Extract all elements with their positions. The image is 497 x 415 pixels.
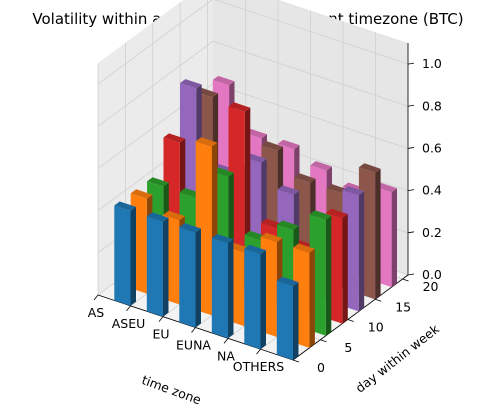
bar-side-face xyxy=(325,215,332,336)
bar-side-face xyxy=(342,214,348,324)
bar-top-face xyxy=(179,223,201,233)
bars-group xyxy=(114,75,397,360)
bar-side-face xyxy=(260,250,266,350)
bar-side-face xyxy=(163,217,169,317)
bar-top-face xyxy=(147,177,169,187)
bar-top-face xyxy=(358,163,381,173)
z-tick-mark xyxy=(407,62,415,65)
z-tick-mark xyxy=(407,147,415,149)
z-tick-mark xyxy=(407,189,415,192)
x-tick-label: AS xyxy=(88,305,105,320)
bar-top-face xyxy=(309,210,332,220)
bar-top-face xyxy=(277,185,300,195)
bar-top-face xyxy=(146,212,169,222)
bar-top-face xyxy=(261,141,284,151)
bar-top-face xyxy=(163,133,186,143)
bar-top-face xyxy=(130,189,153,199)
bar-aseu-day-0 xyxy=(244,244,266,350)
bar-top-face xyxy=(293,243,315,253)
z-tick-label: 0.8 xyxy=(422,98,442,113)
z-tick-label: 1.0 xyxy=(422,56,442,71)
bar-top-face xyxy=(326,208,348,219)
y-tick-mark xyxy=(402,278,409,282)
x-tick-mark xyxy=(223,338,229,344)
bar-top-face xyxy=(211,234,234,244)
bar-front-face xyxy=(244,248,261,350)
bar-top-face xyxy=(310,161,332,171)
x-tick-label: EUNA xyxy=(176,338,211,353)
z-tick-mark xyxy=(407,273,415,276)
bar-top-face xyxy=(277,139,300,150)
bar-na-day-0 xyxy=(146,212,169,317)
bar-side-face xyxy=(309,248,315,348)
bar-side-face xyxy=(391,188,397,288)
z-tick-mark xyxy=(407,104,415,107)
bar-top-face xyxy=(245,153,267,163)
y-tick-mark xyxy=(347,319,354,322)
bar-front-face xyxy=(211,238,228,339)
bar-side-face xyxy=(293,282,299,360)
bar-top-face xyxy=(293,173,316,183)
y-tick-label: 20 xyxy=(423,279,439,294)
y-tick-label: 5 xyxy=(344,340,352,355)
x-tick-mark xyxy=(158,316,164,322)
bar-top-face xyxy=(228,102,251,112)
bar-side-face xyxy=(375,168,381,300)
z-tick-label: 0.2 xyxy=(422,225,442,240)
bar-front-face xyxy=(114,205,131,306)
z-tick-label: 0.0 xyxy=(422,267,442,282)
bar-top-face xyxy=(163,210,185,221)
bar-eu-day-0 xyxy=(211,234,234,339)
bar-top-face xyxy=(342,186,365,196)
x-tick-mark xyxy=(93,294,99,301)
x-tick-label: ASEU xyxy=(112,316,146,331)
y-tick-label: 15 xyxy=(395,299,411,314)
bar-top-face xyxy=(212,167,234,177)
bar-as-day-0 xyxy=(276,276,299,360)
bar-top-face xyxy=(245,128,267,139)
bar-front-face xyxy=(276,280,293,360)
bar-top-face xyxy=(276,276,299,287)
bar-side-face xyxy=(195,228,201,328)
x-tick-label: EU xyxy=(152,327,169,342)
bar-top-face xyxy=(195,137,218,147)
z-tick-mark xyxy=(407,231,415,234)
x-tick-mark xyxy=(126,305,131,312)
y-tick-label: 0 xyxy=(317,360,325,375)
bar-front-face xyxy=(146,216,163,317)
bar-top-face xyxy=(375,182,397,193)
bar-front-face xyxy=(179,227,196,328)
bar-top-face xyxy=(196,88,219,98)
x-tick-mark xyxy=(256,348,261,355)
bar-top-face xyxy=(244,244,266,255)
bar-top-face xyxy=(180,79,202,89)
bar-top-face xyxy=(277,220,299,230)
bar-as-day-6 xyxy=(309,210,332,336)
x-tick-label: NA xyxy=(217,348,235,363)
bar-euna-day-0 xyxy=(179,223,201,328)
y-tick-mark xyxy=(320,339,327,343)
z-tick-label: 0.4 xyxy=(422,183,442,198)
y-tick-mark xyxy=(375,298,382,302)
y-axis-label: day within week xyxy=(353,321,443,396)
grid-line xyxy=(97,0,213,85)
bar-top-face xyxy=(260,232,283,243)
z-tick-label: 0.6 xyxy=(422,140,442,155)
bar-side-face xyxy=(130,206,136,306)
grid-line xyxy=(97,40,214,127)
x-tick-label: OTHERS xyxy=(233,359,284,374)
axis-ticks: 0.0 0.2 0.4 0.6 0.8 1.0 0 5 10 15 20 AS ASEU EU EUNA NA… xyxy=(88,56,442,375)
bar-side-face xyxy=(358,191,365,312)
bar-top-face xyxy=(212,75,235,86)
bar-top-face xyxy=(114,201,136,211)
x-tick-mark xyxy=(191,327,196,333)
y-tick-mark xyxy=(292,359,300,363)
bar-others-day-0 xyxy=(114,201,136,306)
bar-side-face xyxy=(228,239,234,339)
x-axis-label: time zone xyxy=(140,372,204,407)
y-tick-label: 10 xyxy=(368,320,384,335)
